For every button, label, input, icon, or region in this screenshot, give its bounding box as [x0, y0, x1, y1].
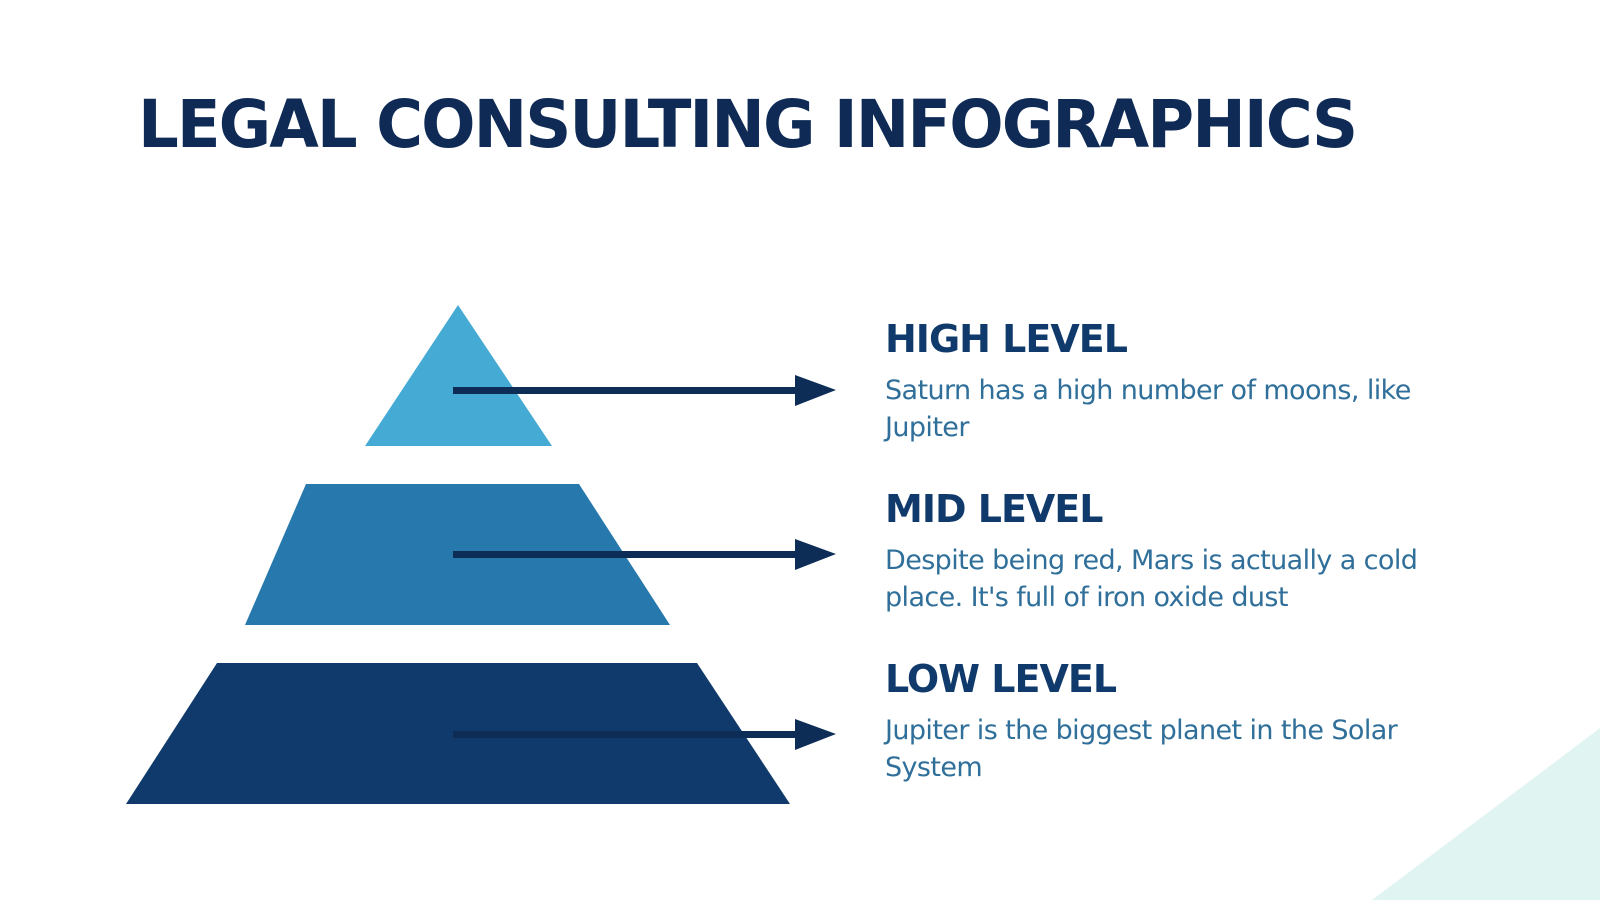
level-high: HIGH LEVEL Saturn has a high number of m… [885, 320, 1445, 446]
level-low-title: LOW LEVEL [885, 657, 1117, 701]
level-mid-title: MID LEVEL [885, 487, 1103, 531]
arrow-icon-high [453, 375, 836, 406]
level-low: LOW LEVEL Jupiter is the biggest planet … [885, 660, 1445, 786]
level-high-title: HIGH LEVEL [885, 317, 1128, 361]
level-high-description: Saturn has a high number of moons, like … [885, 375, 1411, 443]
page-title: LEGAL CONSULTING INFOGRAPHICS [138, 86, 1358, 163]
pyramid-tier-high [365, 305, 552, 446]
level-mid-description: Despite being red, Mars is actually a co… [885, 545, 1418, 613]
arrow-icon-low [453, 719, 836, 750]
arrow-icon-mid [453, 539, 836, 570]
level-mid: MID LEVEL Despite being red, Mars is act… [885, 490, 1445, 616]
level-low-description: Jupiter is the biggest planet in the Sol… [885, 715, 1398, 783]
